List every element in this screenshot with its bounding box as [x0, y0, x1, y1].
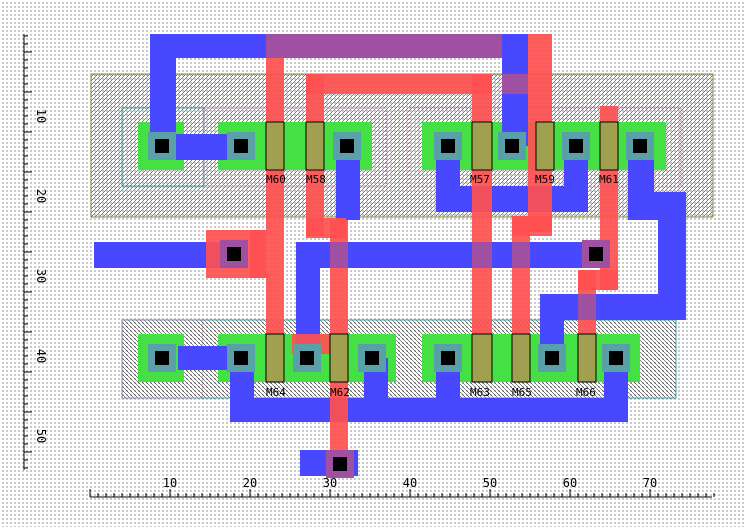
contact-cut — [545, 351, 559, 365]
bottom-gates — [265, 333, 597, 383]
x-tick-label: 10 — [163, 476, 177, 490]
x-tick-label: 40 — [403, 476, 417, 490]
y-tick-label: 40 — [34, 349, 48, 363]
y-axis-ticks: 10 20 30 40 50 — [24, 35, 48, 469]
top-gates — [265, 121, 619, 171]
contact-cut — [633, 139, 647, 153]
contact-cut — [155, 139, 169, 153]
device-label-m60: M60 — [266, 173, 286, 186]
contact-layer — [148, 132, 654, 478]
bottom-substrate-tap — [121, 319, 203, 399]
x-tick-label: 50 — [483, 476, 497, 490]
contact-cut — [234, 139, 248, 153]
device-label-m59: M59 — [535, 173, 555, 186]
device-label-m65: M65 — [512, 386, 532, 399]
y-tick-label: 10 — [34, 109, 48, 123]
contact-cut — [569, 139, 583, 153]
x-tick-label: 70 — [643, 476, 657, 490]
contact-cut — [589, 247, 603, 261]
x-tick-label: 20 — [243, 476, 257, 490]
device-labels: M60 M58 M57 M59 M61 M64 M62 M63 M65 M66 — [266, 173, 619, 399]
contact-cut — [333, 457, 347, 471]
contact-cut — [234, 351, 248, 365]
device-label-m62: M62 — [330, 386, 350, 399]
device-label-m57: M57 — [470, 173, 490, 186]
device-label-m58: M58 — [306, 173, 326, 186]
contact-cut — [505, 139, 519, 153]
contact-cut — [155, 351, 169, 365]
contact-cut — [227, 247, 241, 261]
contact-cut — [365, 351, 379, 365]
contact-cut — [609, 351, 623, 365]
device-label-m64: M64 — [266, 386, 286, 399]
y-tick-label: 30 — [34, 269, 48, 283]
x-axis-ticks: 10 20 30 40 50 60 70 — [89, 476, 715, 497]
x-tick-label: 30 — [323, 476, 337, 490]
y-tick-label: 50 — [34, 429, 48, 443]
contact-cut — [340, 139, 354, 153]
x-tick-label: 60 — [563, 476, 577, 490]
contact-cut — [441, 351, 455, 365]
device-label-m63: M63 — [470, 386, 490, 399]
device-label-m66: M66 — [576, 386, 596, 399]
y-tick-label: 20 — [34, 189, 48, 203]
contact-cut — [300, 351, 314, 365]
device-label-m61: M61 — [599, 173, 619, 186]
contact-cut — [441, 139, 455, 153]
overlap-layer — [266, 34, 596, 320]
